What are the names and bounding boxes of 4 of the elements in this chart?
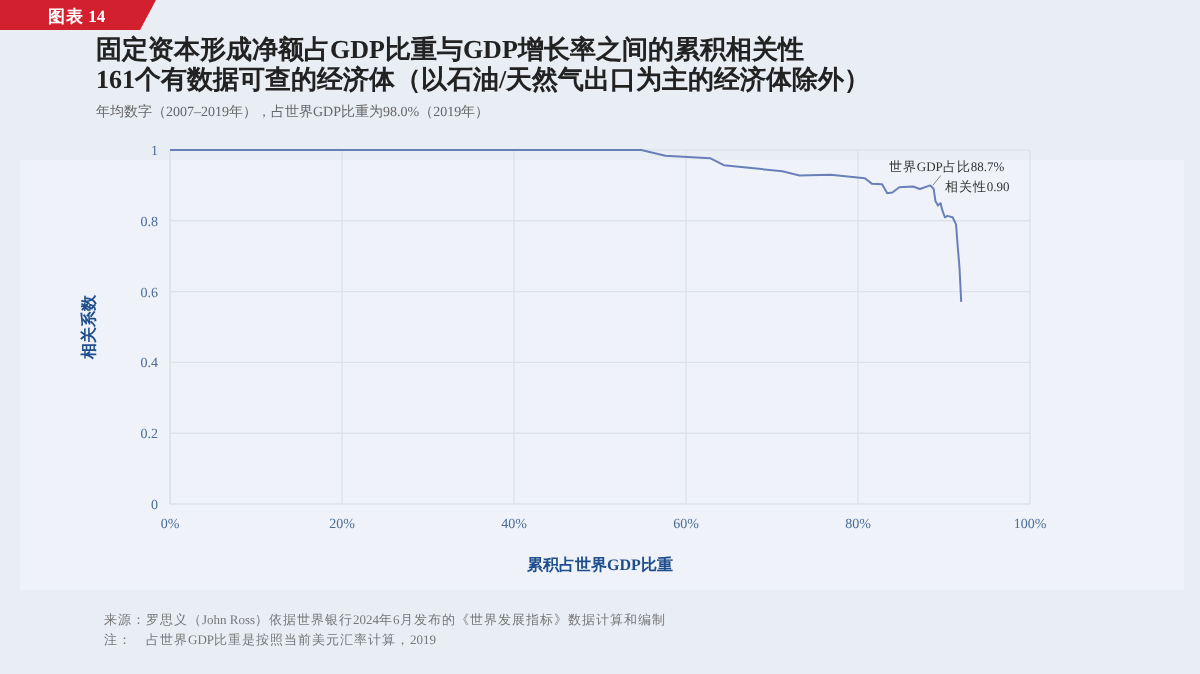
y-axis-title: 相关系数 <box>80 293 98 361</box>
text: 图表 14 <box>48 6 107 26</box>
x-axis-title: 累积占世界GDP比重 <box>525 556 673 574</box>
chart-title: 固定资本形成净额占GDP比重与GDP增长率之间的累积相关性 161个有数据可查的经济体（以石油/天然气出口为主的经济体除外） <box>96 34 871 94</box>
